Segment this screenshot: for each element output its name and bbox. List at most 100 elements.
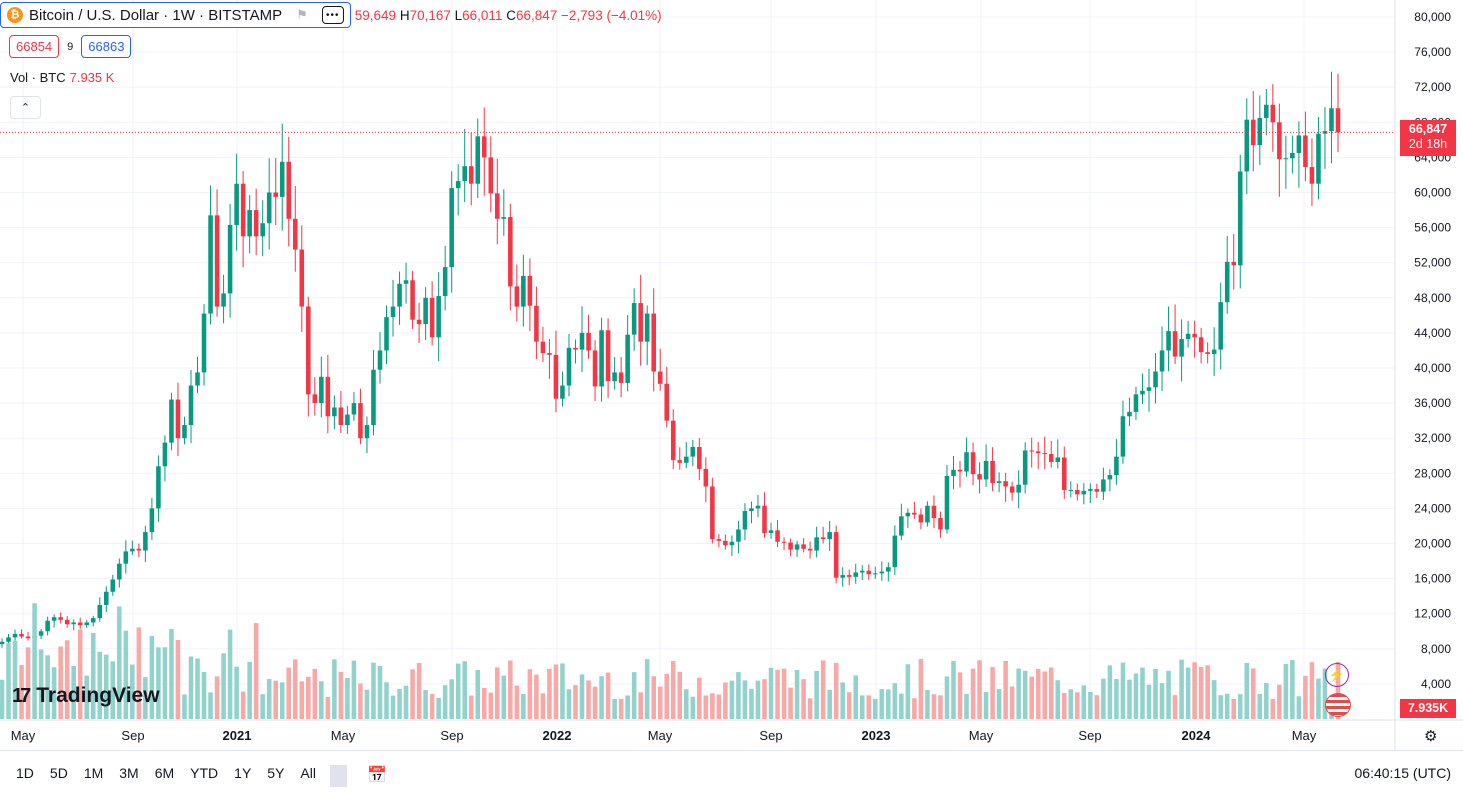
x-tick-label: May (648, 728, 673, 743)
change-value: −2,793 (−4.01%) (561, 7, 662, 23)
volume-bar (697, 677, 702, 719)
candle-body (579, 332, 585, 350)
tradingview-logo[interactable]: 17 TradingView (12, 684, 160, 708)
y-tick-label: 52,000 (1414, 256, 1451, 270)
range-all[interactable]: All (300, 765, 316, 781)
lightning-icon[interactable]: ⚡ (1325, 663, 1349, 687)
volume-bar (573, 685, 578, 719)
candle-body (1172, 331, 1178, 357)
y-tick-label: 40,000 (1414, 361, 1451, 375)
volume-bar (214, 676, 220, 719)
range-1y[interactable]: 1Y (234, 765, 252, 781)
volume-bar (403, 685, 409, 719)
volume-bar (182, 694, 187, 719)
chart-legend: ₿ Bitcoin / U.S. Dollar · 1W · BITSTAMP … (0, 2, 662, 28)
range-3m[interactable]: 3M (119, 765, 139, 781)
candle-body (436, 296, 441, 338)
flag-icon[interactable]: ⚑ (296, 7, 308, 22)
more-options-icon[interactable]: ••• (321, 6, 344, 24)
volume-bar (169, 628, 174, 719)
volume-legend: Vol · BTC 7.935 K (10, 70, 114, 85)
utc-clock[interactable]: 06:40:15 (UTC) (1354, 765, 1451, 781)
candle-body (390, 306, 396, 318)
volume-bar (325, 696, 331, 719)
volume-bar (1101, 678, 1106, 719)
symbol-selector[interactable]: ₿ Bitcoin / U.S. Dollar · 1W · BITSTAMP … (0, 2, 351, 28)
volume-bar (905, 664, 911, 719)
candle-body (781, 541, 787, 543)
candle-body (240, 183, 246, 237)
range-ytd[interactable]: YTD (190, 765, 219, 781)
volume-bar (990, 667, 995, 719)
candle-body (775, 530, 780, 542)
candle-body (169, 399, 174, 443)
volume-bar (1231, 698, 1237, 719)
volume-bar (1309, 662, 1315, 719)
candle-body (117, 563, 122, 580)
candle-body (977, 474, 982, 480)
candle-body (1335, 108, 1341, 133)
volume-bar (762, 679, 767, 719)
sell-price-button[interactable]: 66854 (9, 35, 60, 58)
candle-body (859, 570, 865, 573)
calendar-icon[interactable]: 📅 (366, 767, 387, 784)
volume-bar (1062, 693, 1067, 719)
candle-body (1316, 133, 1321, 184)
candle-body (1068, 489, 1074, 491)
spread-value: 9 (67, 40, 74, 53)
volume-bar (703, 695, 709, 719)
volume-bar (84, 675, 90, 719)
candle-body (514, 286, 520, 307)
volume-bar (384, 682, 389, 719)
range-5y[interactable]: 5Y (267, 765, 285, 781)
candle-body (527, 275, 533, 306)
candle-body (1055, 457, 1061, 462)
range-5d[interactable]: 5D (49, 765, 68, 781)
candle-body (495, 193, 500, 219)
candle-body (1296, 135, 1302, 154)
candle-body (599, 330, 604, 387)
candle-body (762, 505, 767, 533)
volume-bar (1179, 659, 1184, 719)
collapse-legend-button[interactable]: ⌃ (10, 96, 41, 119)
candle-body (130, 548, 135, 552)
candle-body (801, 544, 806, 549)
range-1d[interactable]: 1D (16, 765, 34, 781)
volume-bar (1264, 683, 1269, 719)
range-6m[interactable]: 6M (154, 765, 175, 781)
settings-icon[interactable]: ⚙ (1424, 728, 1438, 745)
volume-bar (25, 647, 31, 719)
candle-body (1127, 411, 1132, 417)
candle-body (677, 460, 683, 463)
candle-body (1114, 456, 1119, 476)
y-tick-label: 56,000 (1414, 221, 1451, 235)
volume-bar (886, 689, 891, 719)
candle-body (840, 575, 845, 578)
volume-bar (253, 623, 259, 719)
volume-bar (1277, 684, 1282, 719)
volume-bar (651, 676, 656, 719)
ohlc-values: 59,649 H70,167 L66,011 C66,847 −2,793 (−… (354, 7, 662, 23)
candle-body (1211, 349, 1217, 354)
candle-body (38, 631, 44, 636)
volume-bar (345, 677, 350, 719)
candle-body (455, 181, 461, 189)
candle-body (807, 548, 813, 551)
volume-bar (227, 629, 233, 719)
candle-body (814, 537, 819, 551)
buy-price-button[interactable]: 66863 (81, 35, 132, 58)
volume-bar (1120, 662, 1126, 719)
candle-body (605, 330, 611, 382)
volume-bar (58, 646, 63, 719)
us-flag-icon[interactable] (1325, 693, 1351, 717)
price-chart[interactable]: 80,00076,00072,00068,00064,00060,00056,0… (0, 0, 1463, 750)
x-tick-label: Sep (440, 728, 463, 743)
candle-body (1107, 475, 1113, 480)
candle-body (110, 579, 116, 592)
x-tick-label: May (1292, 728, 1317, 743)
candle-body (1277, 122, 1282, 160)
volume-bar (736, 672, 741, 719)
range-1m[interactable]: 1M (83, 765, 104, 781)
volume-bar (351, 660, 357, 719)
y-tick-label: 20,000 (1414, 537, 1451, 551)
